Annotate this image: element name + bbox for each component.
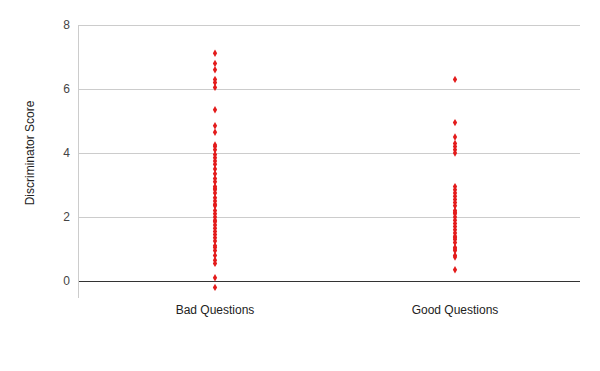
point	[213, 128, 217, 135]
x-tick-label: Bad Questions	[176, 303, 255, 317]
y-tick: 4	[63, 146, 78, 160]
y-tick-label: 8	[63, 18, 70, 32]
x-tick: Bad Questions	[176, 297, 255, 317]
category-points	[453, 76, 457, 274]
grid-line	[78, 89, 580, 90]
point	[213, 274, 217, 281]
y-tick: 2	[63, 210, 78, 224]
point	[453, 266, 457, 273]
grid	[78, 25, 580, 281]
y-axis: 0 2 4 6 8	[63, 18, 78, 297]
y-tick-label: 6	[63, 82, 70, 96]
point	[213, 60, 217, 67]
y-tick: 0	[63, 274, 78, 288]
points	[213, 49, 457, 291]
y-axis-title: Discriminator Score	[23, 100, 37, 205]
y-tick-label: 2	[63, 210, 70, 224]
category-points	[213, 49, 217, 291]
point	[213, 284, 217, 291]
y-tick: 8	[63, 18, 78, 32]
point	[453, 253, 457, 260]
y-axis-line	[78, 26, 79, 298]
point	[453, 149, 457, 156]
point	[453, 76, 457, 83]
grid-line	[78, 281, 580, 282]
y-tick-label: 4	[63, 146, 70, 160]
grid-line	[78, 153, 580, 154]
x-axis: Bad Questions Good Questions	[176, 297, 499, 317]
grid-line	[78, 217, 580, 218]
point	[213, 260, 217, 267]
point	[213, 106, 217, 113]
x-tick-label: Good Questions	[412, 303, 499, 317]
y-tick: 6	[63, 82, 78, 96]
point	[453, 119, 457, 126]
point	[453, 133, 457, 140]
grid-line	[78, 25, 580, 26]
point	[213, 122, 217, 129]
y-tick-label: 0	[63, 274, 70, 288]
x-tick: Good Questions	[412, 297, 499, 317]
chart: 0 2 4 6 8 Bad Questions Good Questions Discrimi…	[0, 0, 600, 371]
point	[213, 84, 217, 91]
point	[213, 66, 217, 73]
point	[213, 49, 217, 56]
